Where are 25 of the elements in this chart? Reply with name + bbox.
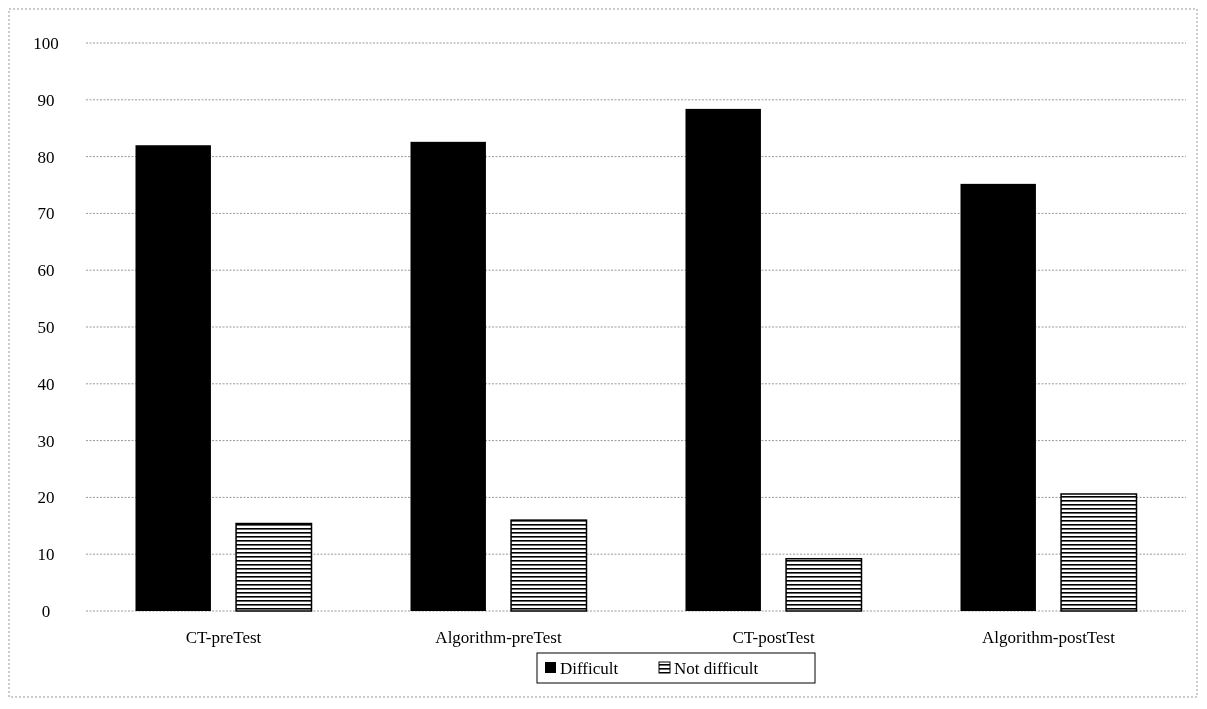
bar bbox=[785, 557, 863, 612]
legend-label: Difficult bbox=[560, 658, 619, 678]
x-tick-label: Algorithm-postTest bbox=[982, 628, 1116, 647]
legend-label: Not difficult bbox=[674, 658, 759, 678]
x-tick-label: CT-postTest bbox=[732, 628, 815, 647]
y-tick-label: 10 bbox=[37, 545, 55, 565]
y-tick-label: 60 bbox=[37, 261, 55, 281]
bar bbox=[410, 141, 486, 611]
y-tick-label: 40 bbox=[37, 374, 55, 394]
bar bbox=[235, 522, 313, 612]
y-tick-label: 0 bbox=[41, 601, 51, 621]
y-tick-label: 30 bbox=[37, 431, 55, 451]
y-tick-label: 90 bbox=[37, 90, 55, 110]
y-tick-label: 70 bbox=[37, 204, 55, 224]
y-tick-label: 20 bbox=[37, 488, 55, 508]
y-tick-label: 80 bbox=[37, 147, 55, 167]
bar bbox=[1060, 493, 1138, 612]
x-tick-label: Algorithm-preTest bbox=[435, 628, 562, 647]
bar bbox=[135, 145, 211, 611]
bar bbox=[685, 108, 761, 611]
bar bbox=[510, 519, 588, 612]
y-tick-label: 50 bbox=[37, 317, 55, 337]
x-tick-label: CT-preTest bbox=[185, 628, 262, 647]
bar bbox=[960, 183, 1036, 611]
y-tick-label: 100 bbox=[33, 33, 59, 53]
